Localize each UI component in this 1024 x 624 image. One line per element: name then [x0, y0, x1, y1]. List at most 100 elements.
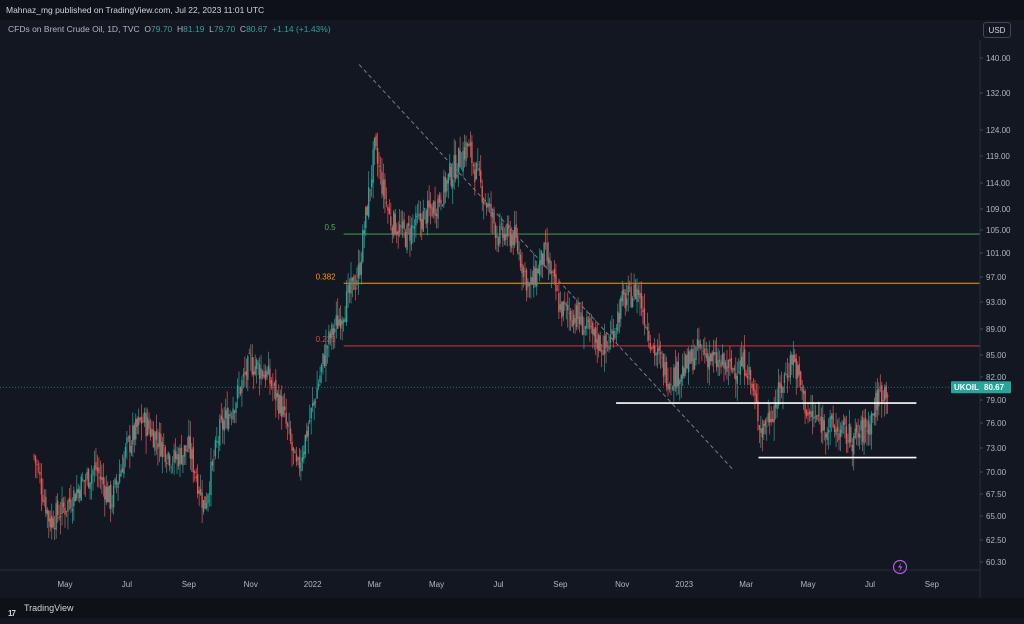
- candle-body: [546, 243, 548, 261]
- candle-body: [353, 275, 355, 290]
- downtrend-line[interactable]: [358, 64, 735, 471]
- candle-body: [428, 200, 430, 208]
- candle-body: [179, 447, 181, 465]
- currency-button[interactable]: USD: [983, 22, 1011, 38]
- candle-body: [135, 418, 137, 440]
- candle-body: [816, 415, 818, 420]
- candle-body: [424, 208, 426, 210]
- candle-body: [282, 406, 284, 416]
- candle-body: [102, 477, 105, 485]
- candle-body: [292, 447, 295, 451]
- price-chart[interactable]: 0.50.3820.236 60.3062.5065.0067.5070.007…: [0, 40, 1024, 598]
- candle-body: [53, 528, 56, 529]
- candle-body: [465, 141, 467, 161]
- y-tick-label: 105.00: [986, 226, 1011, 235]
- candle-body: [160, 433, 162, 457]
- candle-body: [148, 420, 150, 429]
- candle-body: [266, 370, 268, 378]
- candle-body: [396, 231, 398, 235]
- candle-body: [73, 490, 75, 507]
- candle-body: [665, 361, 668, 387]
- candle-body: [316, 387, 318, 399]
- candle-body: [230, 416, 233, 418]
- candle-body: [801, 386, 803, 392]
- candle-body: [788, 376, 790, 378]
- candle-body: [48, 510, 50, 522]
- candle-body: [168, 455, 171, 466]
- candle-body: [43, 500, 46, 502]
- x-tick-label: Jul: [122, 580, 132, 589]
- candle-body: [446, 180, 448, 192]
- candle-body: [170, 466, 172, 468]
- candle-body: [56, 500, 59, 516]
- footer-brand[interactable]: TradingView: [24, 603, 74, 613]
- candle-body: [533, 266, 535, 289]
- candle-body: [531, 277, 534, 285]
- time-axis[interactable]: May Jul Sep Nov 2022 Mar May Jul Sep Nov 2023 Mar Ma…: [0, 569, 980, 589]
- candle-body: [204, 496, 206, 509]
- price-axis[interactable]: 60.30 62.50 65.00 67.50 70.00 73.00 76.00 79.00…: [979, 40, 1011, 598]
- candle-body: [779, 381, 781, 389]
- candle-body: [544, 242, 547, 244]
- candle-body: [166, 462, 168, 464]
- candle-body: [456, 175, 458, 177]
- candle-body: [512, 231, 514, 245]
- candle-body: [503, 233, 506, 241]
- candle-body: [553, 268, 556, 277]
- candle-body: [213, 459, 215, 461]
- x-tick-label: May: [57, 580, 72, 589]
- candle-body: [513, 226, 516, 246]
- candle-body: [413, 226, 416, 229]
- candle-body: [565, 303, 567, 306]
- candle-body: [723, 353, 725, 369]
- candle-body: [830, 415, 833, 420]
- candle-body: [770, 418, 772, 422]
- candle-body: [817, 415, 820, 417]
- candle-body: [802, 390, 805, 395]
- candle-body: [786, 374, 789, 379]
- candle-body: [832, 413, 834, 427]
- candle-body: [878, 388, 880, 407]
- tradingview-logo-icon[interactable]: 17: [8, 609, 16, 618]
- candle-body: [317, 383, 320, 388]
- candle-body: [344, 318, 346, 322]
- x-tick-label: Nov: [615, 580, 629, 589]
- candle-body: [782, 387, 784, 393]
- candle-body: [885, 385, 887, 399]
- candle-body: [623, 289, 625, 295]
- candle-body: [378, 165, 380, 168]
- candle-body: [304, 434, 307, 455]
- candle-body: [475, 163, 478, 180]
- candle-body: [416, 216, 419, 217]
- symbol-name[interactable]: CFDs on Brent Crude Oil, 1D, TVC: [8, 24, 140, 34]
- candle-body: [297, 457, 299, 460]
- candle-body: [89, 482, 91, 489]
- y-tick-label: 132.00: [986, 89, 1011, 98]
- candle-body: [702, 350, 705, 352]
- candle-body: [583, 329, 585, 335]
- candle-body: [136, 418, 138, 427]
- candle-body: [530, 276, 532, 286]
- candle-body: [864, 417, 867, 428]
- candle-body: [267, 365, 270, 375]
- candle-body: [646, 327, 649, 330]
- candle-body: [129, 435, 131, 453]
- candle-body: [886, 395, 889, 397]
- candle-body: [605, 334, 607, 348]
- candle-body: [562, 301, 565, 316]
- candle-body: [872, 413, 874, 416]
- candle-body: [833, 426, 836, 433]
- candle-body: [258, 364, 261, 379]
- candle-body: [157, 443, 159, 449]
- candle-body: [626, 298, 628, 306]
- candle-body: [55, 503, 57, 530]
- flash-icon[interactable]: [892, 559, 908, 575]
- candle-body: [850, 426, 852, 443]
- candle-body: [202, 500, 205, 512]
- candle-body: [223, 420, 225, 431]
- candle-body: [64, 507, 66, 515]
- candle-body: [861, 417, 864, 442]
- candle-body: [612, 330, 615, 342]
- candle-body: [431, 207, 433, 217]
- candle-body: [855, 424, 858, 433]
